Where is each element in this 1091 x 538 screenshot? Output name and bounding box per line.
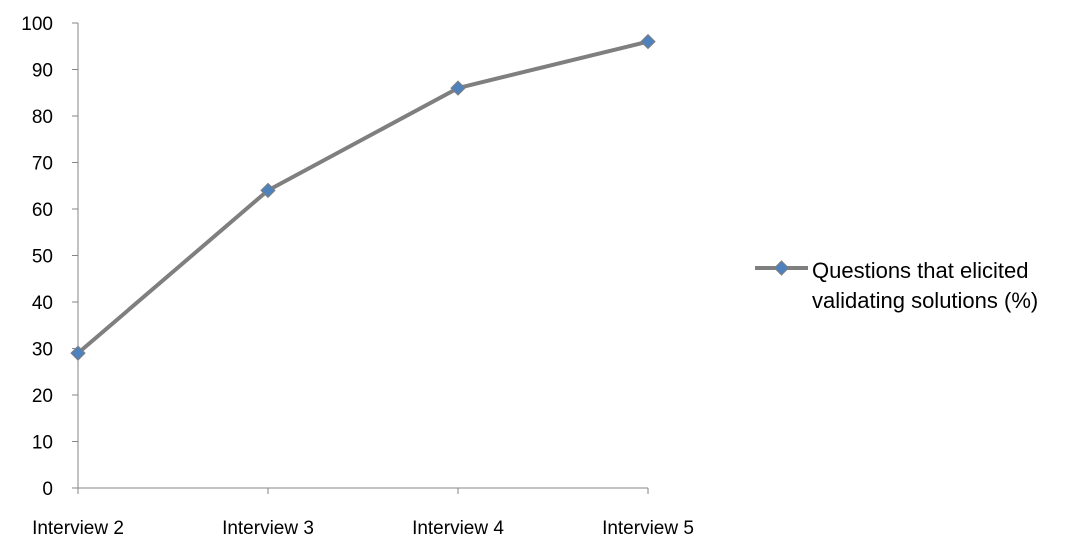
y-tick-label: 80 (32, 107, 53, 128)
data-point-marker (260, 182, 276, 199)
y-tick-label: 100 (21, 14, 53, 35)
y-tick-label: 60 (32, 200, 53, 221)
x-axis: Interview 2 Interview 3 Interview 4 Intervi… (32, 487, 694, 538)
series-layer (70, 33, 656, 361)
legend-marker (773, 260, 790, 276)
legend: Questions that elicited validating solut… (755, 258, 1038, 313)
x-tick-label: Interview 3 (222, 518, 314, 538)
y-tick-label: 40 (32, 293, 53, 314)
y-tick-label: 10 (32, 433, 53, 454)
y-tick-label: 50 (32, 247, 53, 268)
y-tick-label: 90 (32, 61, 53, 82)
data-point-marker (640, 33, 656, 50)
y-tick-label: 20 (32, 386, 53, 407)
y-axis: 0 10 20 30 40 50 60 70 80 90 100 (21, 14, 79, 500)
x-tick-label: Interview 2 (32, 518, 124, 538)
y-tick-label: 70 (32, 154, 53, 175)
data-point-marker (450, 80, 466, 96)
y-tick-label: 30 (32, 340, 53, 361)
legend-label-line-2: validating solutions (%) (812, 288, 1038, 313)
x-tick-label: Interview 4 (412, 518, 504, 538)
data-point-marker (70, 345, 86, 361)
x-tick-label: Interview 5 (602, 518, 694, 538)
legend-label-line-1: Questions that elicited (812, 258, 1028, 283)
series-line (76, 39, 649, 355)
y-tick-label: 0 (42, 479, 53, 500)
